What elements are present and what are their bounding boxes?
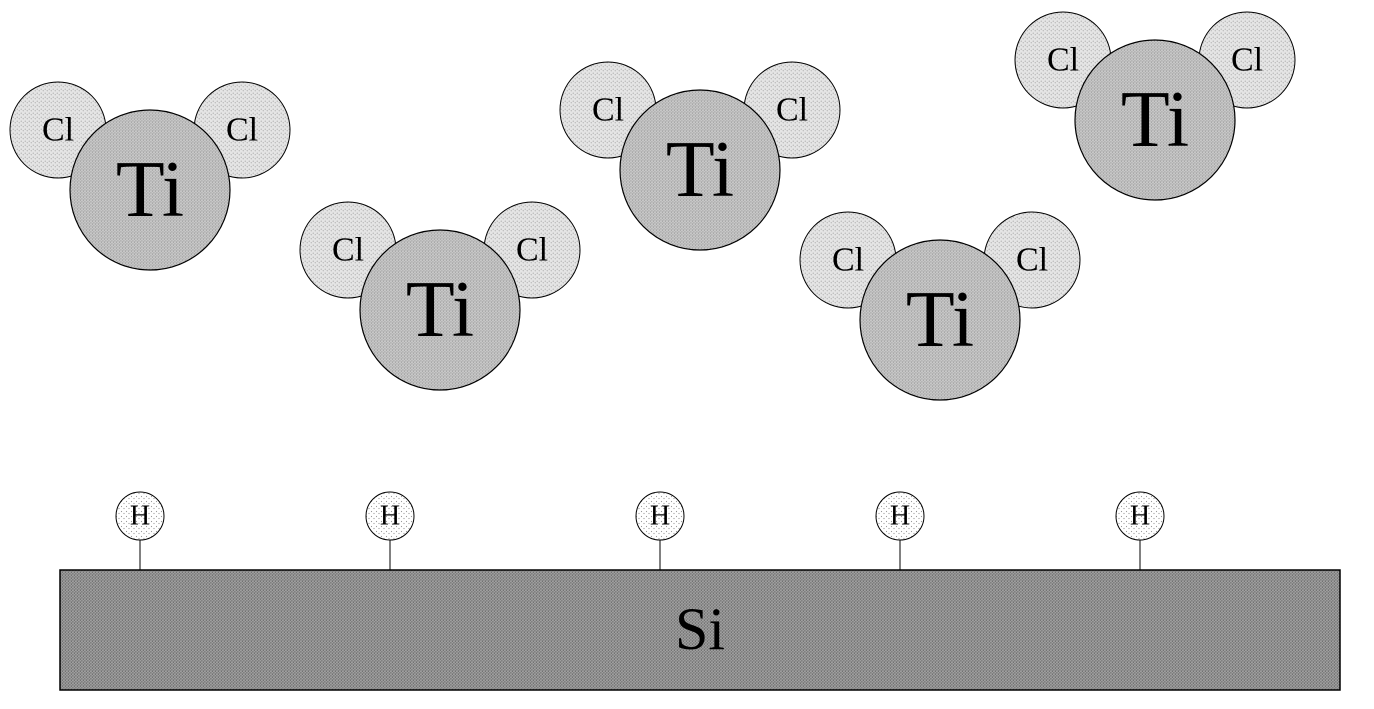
h-label: H <box>890 501 910 532</box>
cl-label: Cl <box>1016 242 1048 279</box>
cl-label: Cl <box>776 92 808 129</box>
cl-label: Cl <box>42 112 74 149</box>
ticl2-molecule: Cl Cl Ti <box>560 62 840 250</box>
cl-label: Cl <box>516 232 548 269</box>
ti-label: Ti <box>906 276 974 364</box>
hydrogen-atom: H <box>876 492 924 570</box>
hydrogen-atom: H <box>636 492 684 570</box>
hydrogen-atom: H <box>116 492 164 570</box>
ticl2-molecule: Cl Cl Ti <box>1015 12 1295 200</box>
ti-label: Ti <box>666 126 734 214</box>
substrate-label: Si <box>675 596 725 662</box>
cl-label: Cl <box>332 232 364 269</box>
substrate: Si <box>60 570 1340 690</box>
ti-label: Ti <box>116 146 184 234</box>
h-label: H <box>1130 501 1150 532</box>
cl-label: Cl <box>592 92 624 129</box>
h-label: H <box>650 501 670 532</box>
h-label: H <box>380 501 400 532</box>
cl-label: Cl <box>1231 42 1263 79</box>
ti-label: Ti <box>406 266 474 354</box>
ticl2-molecule: Cl Cl Ti <box>800 212 1080 400</box>
hydrogen-atom: H <box>1116 492 1164 570</box>
hydrogen-atom: H <box>366 492 414 570</box>
cl-label: Cl <box>1047 42 1079 79</box>
cl-label: Cl <box>832 242 864 279</box>
ti-label: Ti <box>1121 76 1189 164</box>
ticl2-molecule: Cl Cl Ti <box>300 202 580 390</box>
h-label: H <box>130 501 150 532</box>
ticl2-molecule: Cl Cl Ti <box>10 82 290 270</box>
cl-label: Cl <box>226 112 258 149</box>
